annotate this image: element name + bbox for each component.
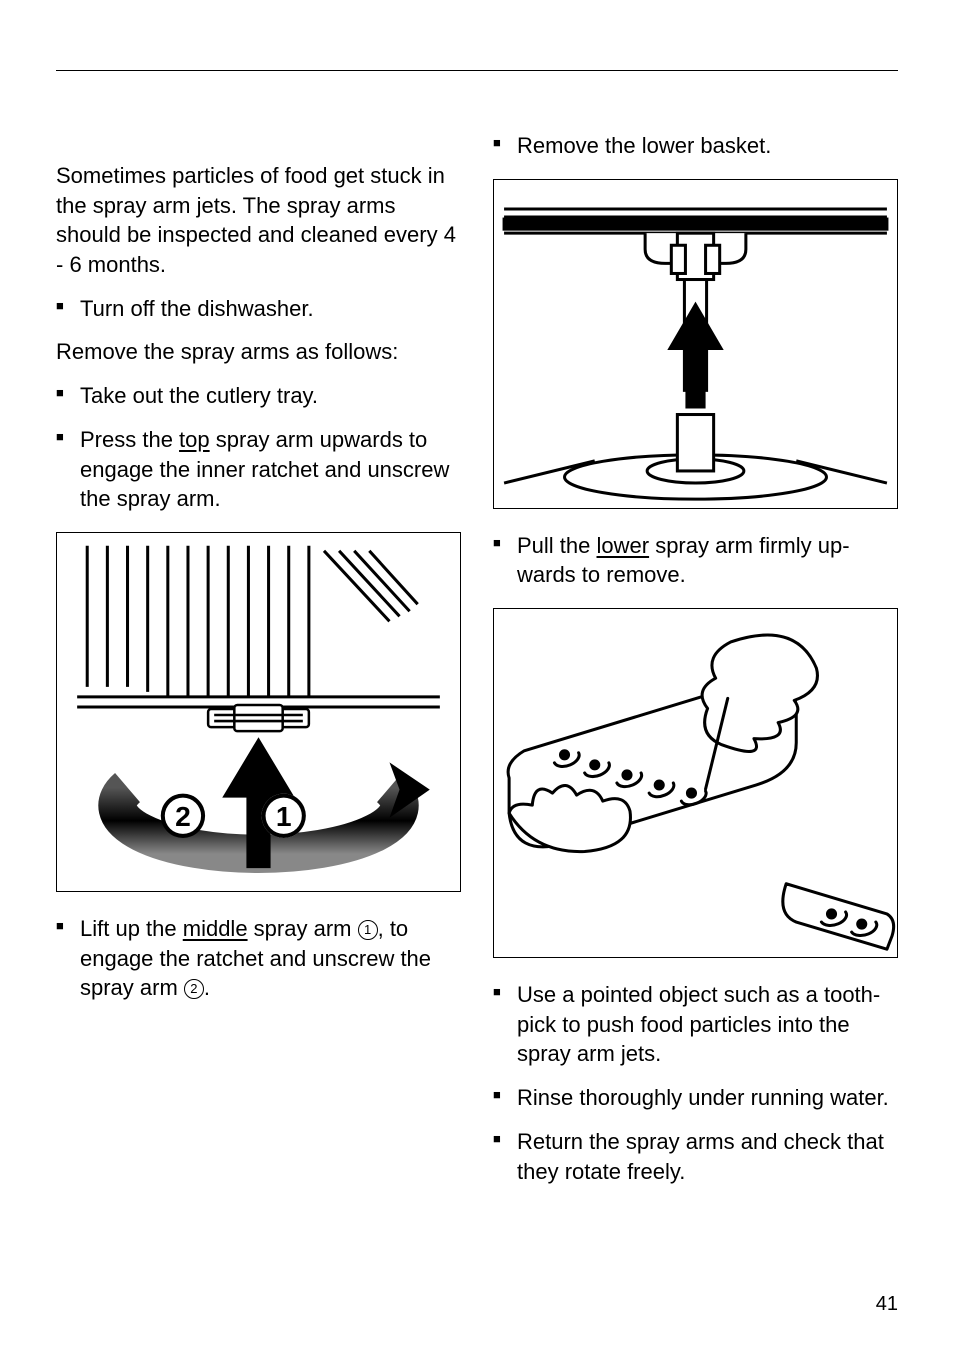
step-top-arm: Press the top spray arm upwards to engag… xyxy=(56,425,461,514)
step-list-3: Lift up the middle spray arm 1, to engag… xyxy=(56,914,461,1003)
step-turn-off: Turn off the dishwasher. xyxy=(56,294,461,324)
underline-lower: lower xyxy=(597,533,650,558)
step-list-2: Take out the cutlery tray. Press the top… xyxy=(56,381,461,514)
svg-text:1: 1 xyxy=(276,800,292,832)
circled-1: 1 xyxy=(358,920,378,940)
circled-2: 2 xyxy=(184,979,204,999)
figure-toothpick-clean xyxy=(493,608,898,958)
figure3-svg xyxy=(494,609,897,957)
step-rinse: Rinse thoroughly under running water. xyxy=(493,1083,898,1113)
step-list-1: Turn off the dishwasher. xyxy=(56,294,461,324)
svg-text:2: 2 xyxy=(175,800,191,832)
text: spray arm xyxy=(248,916,358,941)
step-middle-arm: Lift up the middle spray arm 1, to engag… xyxy=(56,914,461,1003)
step-pull-lower: Pull the lower spray arm firmly up­wards… xyxy=(493,531,898,590)
figure-lower-spray-arm xyxy=(493,179,898,509)
content-columns: Sometimes particles of food get stuck in… xyxy=(56,131,898,1200)
page-number: 41 xyxy=(876,1293,898,1316)
figure-middle-spray-arm: 1 2 xyxy=(56,532,461,892)
step-return: Return the spray arms and check that the… xyxy=(493,1127,898,1186)
top-rule xyxy=(56,70,898,71)
figure1-svg: 1 2 xyxy=(57,533,460,891)
step-remove-basket: Remove the lower basket. xyxy=(493,131,898,161)
text: . xyxy=(204,975,210,1000)
right-column: Remove the lower basket. xyxy=(493,131,898,1200)
remove-arms-heading: Remove the spray arms as follows: xyxy=(56,337,461,367)
text: Press the xyxy=(80,427,179,452)
figure2-svg xyxy=(494,180,897,508)
text: Lift up the xyxy=(80,916,183,941)
left-column: Sometimes particles of food get stuck in… xyxy=(56,131,461,1200)
underline-middle: middle xyxy=(183,916,248,941)
step-list-r2: Pull the lower spray arm firmly up­wards… xyxy=(493,531,898,590)
step-cutlery-tray: Take out the cutlery tray. xyxy=(56,381,461,411)
underline-top: top xyxy=(179,427,210,452)
step-toothpick: Use a pointed object such as a tooth­pic… xyxy=(493,980,898,1069)
intro-paragraph: Sometimes particles of food get stuck in… xyxy=(56,161,461,280)
step-list-r1: Remove the lower basket. xyxy=(493,131,898,161)
step-list-r3: Use a pointed object such as a tooth­pic… xyxy=(493,980,898,1186)
text: Pull the xyxy=(517,533,597,558)
